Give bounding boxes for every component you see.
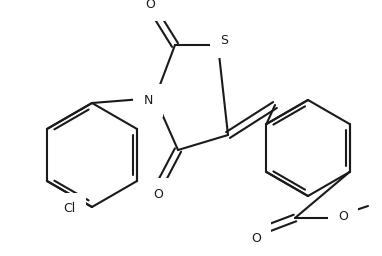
Text: O: O	[153, 187, 163, 200]
Text: N: N	[143, 93, 153, 106]
Text: S: S	[220, 35, 228, 48]
Text: O: O	[145, 0, 155, 10]
Text: Cl: Cl	[64, 202, 76, 216]
Text: O: O	[338, 210, 348, 223]
Text: O: O	[251, 231, 261, 244]
